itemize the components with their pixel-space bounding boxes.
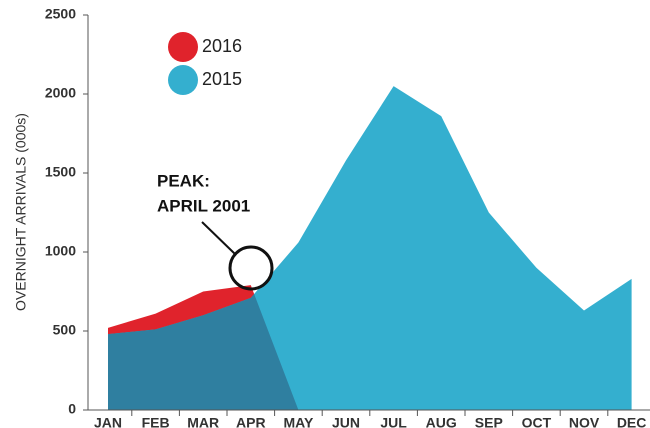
y-axis-label: OVERNIGHT ARRIVALS (000s) [13, 113, 29, 311]
x-tick-label: MAR [187, 415, 219, 428]
x-tick-label: NOV [569, 415, 600, 428]
x-tick-label: MAY [283, 415, 313, 428]
x-tick-label: DEC [617, 415, 647, 428]
legend-swatch [168, 65, 198, 95]
x-tick-label: JAN [94, 415, 122, 428]
y-tick-label: 0 [68, 401, 76, 417]
annotation-circle [228, 245, 274, 291]
x-tick-label: OCT [522, 415, 552, 428]
annotation-leader [201, 221, 236, 255]
x-tick-label: FEB [142, 415, 170, 428]
x-tick-label: AUG [426, 415, 457, 428]
y-tick-label: 1500 [45, 164, 76, 180]
y-tick-label: 500 [53, 322, 77, 338]
legend-swatch [168, 32, 198, 62]
x-tick-label: JUN [332, 415, 360, 428]
y-tick-label: 2500 [45, 6, 76, 22]
annotation: APRIL 2001 [157, 196, 250, 215]
x-tick-label: APR [236, 415, 266, 428]
y-tick-label: 2000 [45, 85, 76, 101]
x-tick-label: JUL [380, 415, 407, 428]
legend-label: 2015 [202, 69, 242, 89]
legend-label: 2016 [202, 36, 242, 56]
y-tick-label: 1000 [45, 243, 76, 259]
annotation: PEAK: [157, 171, 210, 190]
x-tick-label: SEP [475, 415, 503, 428]
